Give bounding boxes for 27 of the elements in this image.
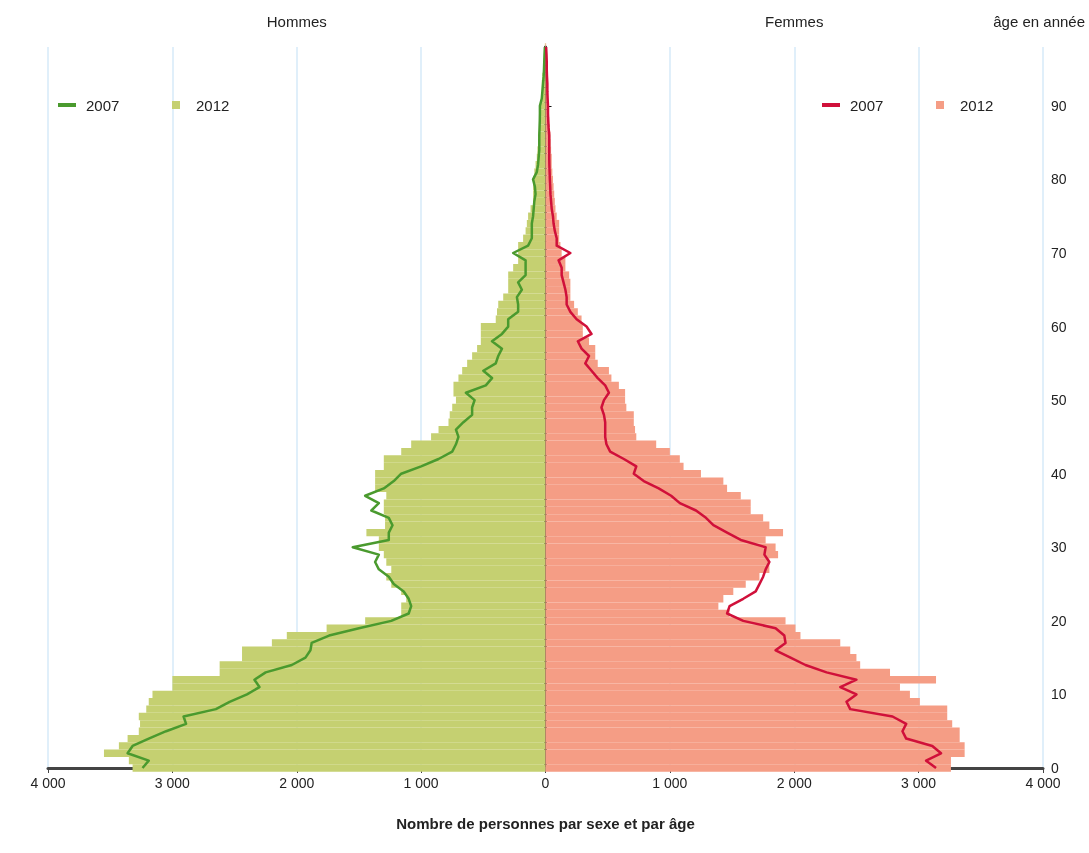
x-tick-label: 1 000 xyxy=(403,775,439,791)
text: Femmes xyxy=(765,13,824,30)
x-tick-label: 2 000 xyxy=(776,775,812,791)
y-tick-label: 40 xyxy=(1051,465,1067,482)
legend-label: 2012 xyxy=(960,96,994,114)
y-tick-label: 10 xyxy=(1051,686,1067,703)
x-tick-label: 2 000 xyxy=(279,775,315,791)
legend-label: 2007 xyxy=(850,96,884,114)
x-tick-label: 3 000 xyxy=(154,775,191,791)
x-tick-label: 0 xyxy=(541,775,550,791)
y-tick-label: 0 xyxy=(1051,760,1059,776)
y-tick-label: 50 xyxy=(1051,392,1067,409)
y-tick-label: 80 xyxy=(1051,171,1067,188)
y-tick-label: 70 xyxy=(1051,245,1067,261)
x-axis-title: Nombre de personnes par sexe et par âge xyxy=(396,815,695,832)
x-tick-label: 3 000 xyxy=(901,775,937,791)
x-tick-label: 1 000 xyxy=(652,775,688,791)
text: Hommes xyxy=(266,13,327,30)
y-tick-label: 60 xyxy=(1051,318,1067,335)
legend-label: 2007 xyxy=(86,96,120,114)
legend-label: 2012 xyxy=(196,96,230,114)
y-tick-label: 30 xyxy=(1051,539,1067,556)
y-tick-label: 90 xyxy=(1051,97,1067,114)
x-tick-label: 4 000 xyxy=(1025,775,1061,791)
x-tick-label: 4 000 xyxy=(30,775,66,791)
y-tick-label: 20 xyxy=(1051,612,1067,629)
y-axis-title: âge en année xyxy=(993,13,1086,30)
